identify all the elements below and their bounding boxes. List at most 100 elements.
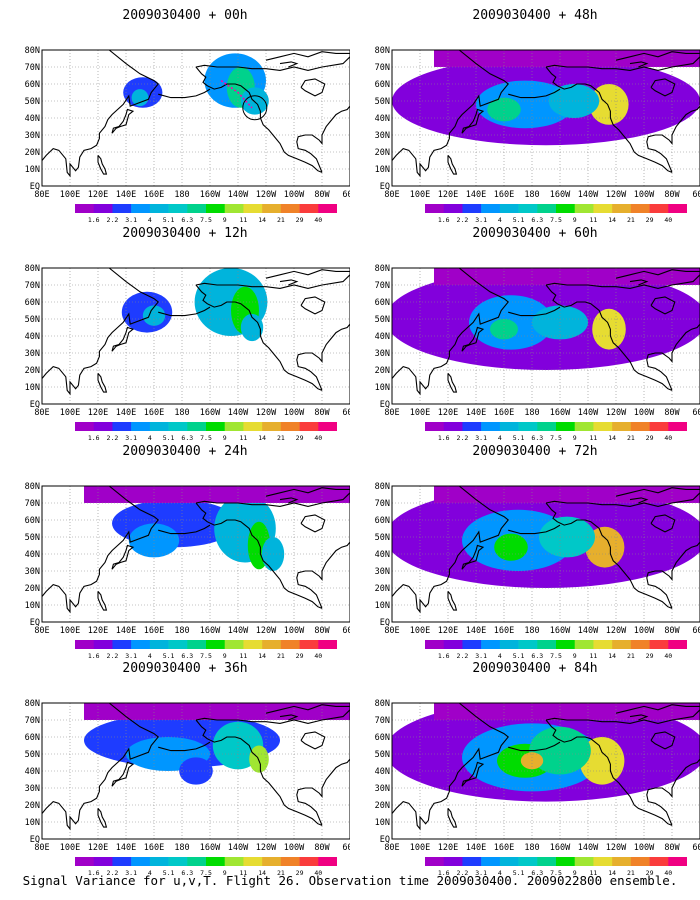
coastline <box>392 703 509 831</box>
x-tick-label: 140W <box>228 626 249 636</box>
colorbar-label: 1.6 <box>438 869 450 877</box>
colorbar-label: 29 <box>296 652 304 660</box>
coastline <box>650 78 676 97</box>
x-tick-label: 80W <box>314 626 330 636</box>
x-tick-label: 140W <box>228 190 249 200</box>
map-plot: EQ 10N 20N 30N 40N 50N 60N 70N 80N 80E 100E 120E 140… <box>375 264 700 418</box>
colorbar-label: 1.6 <box>88 652 100 660</box>
colorbar-label: 21 <box>277 434 285 442</box>
colorbar-label: 7.5 <box>200 434 212 442</box>
y-tick-label: 10N <box>25 601 40 611</box>
colorbar-swatch <box>668 422 688 431</box>
colorbar-swatch <box>206 640 226 649</box>
colorbar-swatch <box>149 204 169 213</box>
colorbar-label: 9 <box>573 652 577 660</box>
colorbar-label: 6.3 <box>181 869 193 877</box>
colorbar-swatch <box>481 857 501 866</box>
colorbar: 1.6 2.2 3.1 4 5.1 6.3 7.5 9 11 14 21 29 40 <box>75 640 338 660</box>
y-tick-label: 70N <box>25 63 40 73</box>
colorbar-label: 7.5 <box>200 869 212 877</box>
x-tick-label: 160E <box>494 843 514 853</box>
colorbar-swatch <box>112 640 132 649</box>
colorbar-label: 11 <box>590 869 598 877</box>
colorbar-label: 1.6 <box>438 434 450 442</box>
map-panel: 2009030400 + 00h EQ 10N 20N 30N 40N 50N 60N 70N 8… <box>20 8 360 224</box>
colorbar-label: 40 <box>314 434 322 442</box>
colorbar-label: 14 <box>258 869 266 877</box>
colorbar-label: 3.1 <box>125 869 137 877</box>
x-tick-label: 120E <box>438 190 458 200</box>
colorbar-swatch <box>224 422 244 431</box>
y-tick-label: 30N <box>25 784 40 794</box>
y-tick-label: 70N <box>375 281 390 291</box>
y-tick-label: 80N <box>375 482 390 492</box>
colorbar-swatch <box>443 640 463 649</box>
x-tick-label: 180 <box>524 408 539 418</box>
colorbar-swatch <box>243 204 263 213</box>
colorbar-label: 2.2 <box>457 216 469 224</box>
x-tick-label: 80E <box>384 843 399 853</box>
coastline <box>650 514 676 533</box>
colorbar-swatch <box>318 857 338 866</box>
colorbar-label: 21 <box>627 434 635 442</box>
colorbar-label: 3.1 <box>125 216 137 224</box>
colorbar-label: 6.3 <box>181 652 193 660</box>
x-tick-label: 140W <box>228 843 249 853</box>
colorbar-swatch <box>593 422 613 431</box>
x-tick-label: 100W <box>284 190 305 200</box>
colorbar-swatch <box>206 857 226 866</box>
colorbar-swatch <box>537 640 557 649</box>
y-tick-label: 60N <box>375 298 390 308</box>
coastline <box>461 326 485 352</box>
y-tick-label: 60N <box>25 298 40 308</box>
coastline <box>111 544 135 570</box>
observation-circle <box>242 95 268 121</box>
map-panel: 2009030400 + 84h EQ 10N 20N 30N 40N 50N 60N 70N 8… <box>370 661 700 877</box>
variance-contour <box>592 308 626 350</box>
x-tick-label: 100E <box>410 626 430 636</box>
coastline <box>195 284 323 391</box>
colorbar-swatch <box>481 204 501 213</box>
coastline <box>195 502 323 609</box>
variance-contour <box>487 97 521 122</box>
colorbar-label: 9 <box>223 216 227 224</box>
colorbar-label: 9 <box>223 869 227 877</box>
colorbar-label: 6.3 <box>181 434 193 442</box>
colorbar-swatch <box>280 857 300 866</box>
x-tick-label: 140E <box>466 408 486 418</box>
x-tick-label: 80W <box>664 190 680 200</box>
colorbar-swatch <box>224 640 244 649</box>
x-tick-label: 180 <box>174 843 189 853</box>
colorbar-label: 21 <box>277 652 285 660</box>
colorbar-swatch <box>425 204 445 213</box>
x-tick-label: 120W <box>606 408 627 418</box>
map-panel: 2009030400 + 72h EQ 10N 20N 30N 40N 50N 60N 70N 8… <box>370 444 700 660</box>
colorbar-swatch <box>443 422 463 431</box>
coastline <box>545 274 700 289</box>
panel-title: 2009030400 + 00h <box>122 8 248 23</box>
colorbar-label: 6.3 <box>531 869 543 877</box>
x-tick-label: 160E <box>494 626 514 636</box>
colorbar-swatch <box>462 204 482 213</box>
colorbar-label: 5.1 <box>163 216 175 224</box>
coastline <box>296 541 350 609</box>
x-tick-label: 160E <box>144 843 164 853</box>
y-tick-label: 50N <box>375 97 390 107</box>
map-plot: EQ 10N 20N 30N 40N 50N 60N 70N 80N 80E 100E 120E 140… <box>25 264 359 418</box>
colorbar-swatch <box>93 640 113 649</box>
x-tick-label: 80E <box>34 626 49 636</box>
x-tick-label: 140W <box>578 843 599 853</box>
coastline <box>296 105 350 173</box>
coastline <box>615 487 700 497</box>
x-tick-label: 140E <box>116 190 136 200</box>
coastline <box>265 51 350 61</box>
coastline <box>447 808 458 828</box>
y-tick-label: 50N <box>375 533 390 543</box>
colorbar-swatch <box>630 204 650 213</box>
y-tick-label: 30N <box>375 131 390 141</box>
colorbar-swatch <box>443 857 463 866</box>
x-tick-label: 180 <box>174 190 189 200</box>
coastline <box>545 709 700 724</box>
y-tick-label: 30N <box>375 567 390 577</box>
x-tick-label: 140E <box>466 626 486 636</box>
